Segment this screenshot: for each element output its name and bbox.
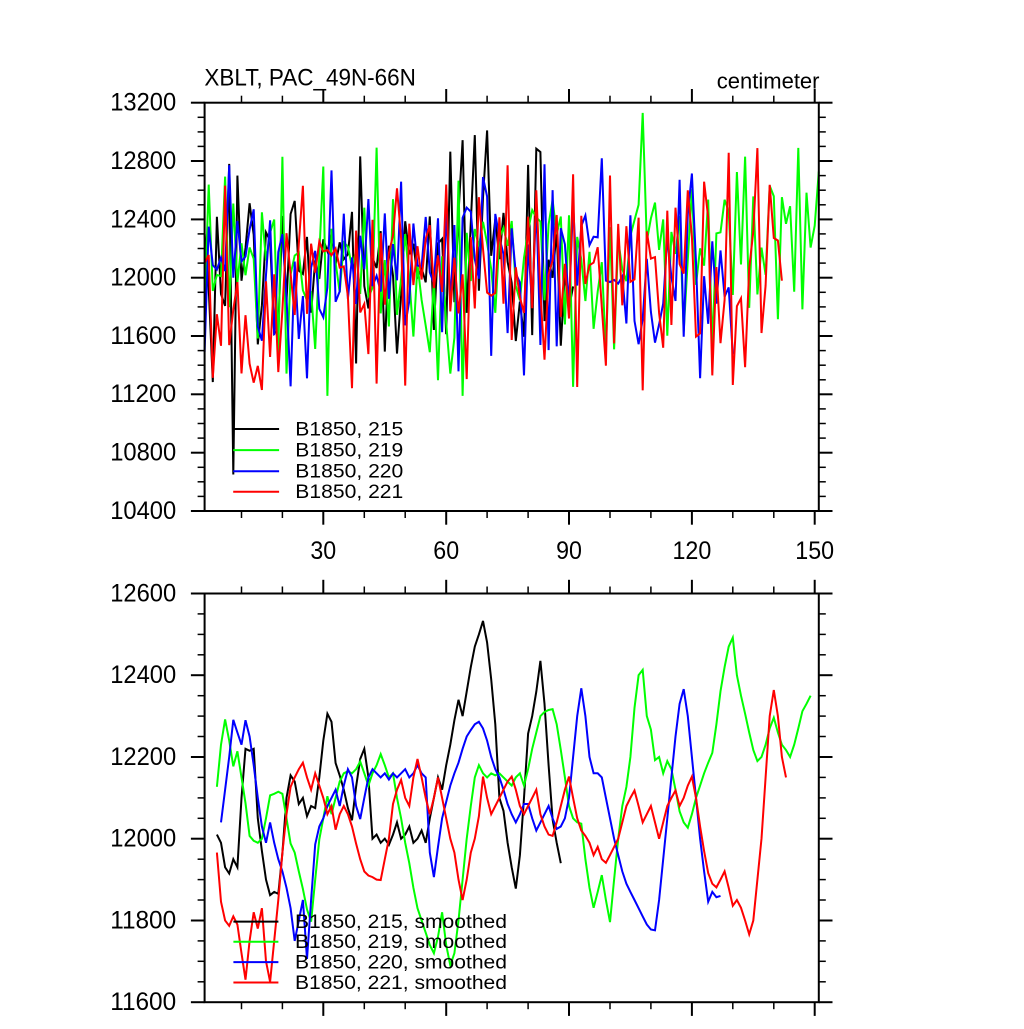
svg-text:12000: 12000 [110, 264, 176, 292]
svg-text:B1850, 219: B1850, 219 [295, 439, 403, 461]
svg-text:12000: 12000 [110, 825, 176, 853]
svg-text:B1850, 221: B1850, 221 [295, 481, 403, 503]
svg-text:11600: 11600 [110, 322, 176, 350]
svg-text:B1850, 221, smoothed: B1850, 221, smoothed [295, 972, 507, 994]
svg-text:10400: 10400 [110, 497, 176, 525]
svg-text:B1850, 220, smoothed: B1850, 220, smoothed [295, 951, 507, 973]
svg-text:B1850, 215: B1850, 215 [295, 418, 403, 440]
svg-text:90: 90 [556, 537, 582, 565]
svg-text:60: 60 [433, 537, 459, 565]
svg-text:150: 150 [795, 537, 834, 565]
svg-text:12600: 12600 [110, 579, 176, 607]
svg-text:B1850, 219, smoothed: B1850, 219, smoothed [295, 931, 507, 953]
svg-text:11800: 11800 [110, 906, 176, 934]
svg-text:12400: 12400 [110, 661, 176, 689]
svg-text:10800: 10800 [110, 439, 176, 467]
svg-text:XBLT, PAC_49N-66N: XBLT, PAC_49N-66N [204, 65, 416, 92]
svg-text:centimeter: centimeter [717, 68, 820, 93]
svg-text:120: 120 [673, 537, 712, 565]
svg-text:12200: 12200 [110, 743, 176, 771]
svg-text:12800: 12800 [110, 147, 176, 175]
svg-text:30: 30 [310, 537, 336, 565]
svg-text:12400: 12400 [110, 205, 176, 233]
svg-text:B1850, 220: B1850, 220 [295, 461, 403, 483]
svg-text:11600: 11600 [110, 988, 176, 1016]
svg-text:11200: 11200 [110, 380, 176, 408]
svg-text:B1850, 215, smoothed: B1850, 215, smoothed [295, 911, 507, 933]
svg-text:13200: 13200 [110, 89, 176, 117]
